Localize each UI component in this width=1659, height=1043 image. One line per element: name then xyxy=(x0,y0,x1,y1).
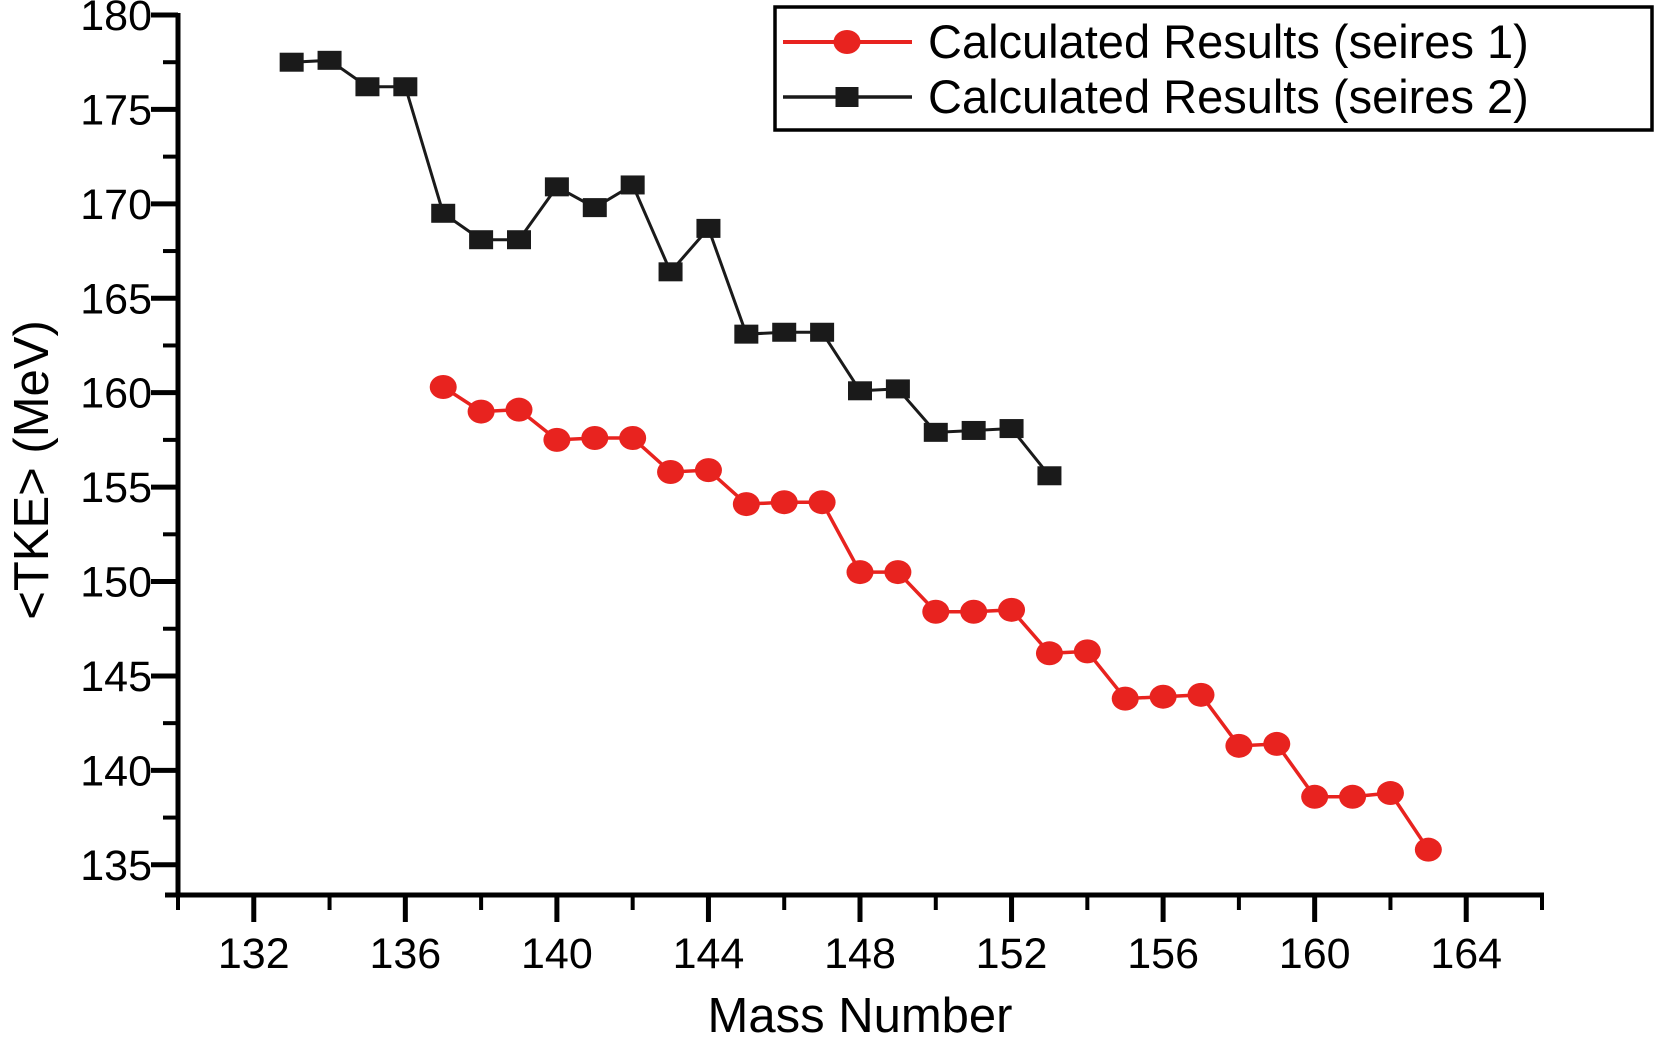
y-tick-label: 160 xyxy=(80,370,152,418)
data-point-circle xyxy=(467,399,495,424)
data-point-circle xyxy=(732,492,760,517)
legend-circle-marker-icon xyxy=(833,30,861,54)
data-point-circle xyxy=(543,427,571,452)
data-point-circle xyxy=(1376,781,1404,806)
data-point-circle xyxy=(1301,784,1329,809)
data-point-square xyxy=(431,203,456,223)
x-tick-label: 152 xyxy=(976,930,1048,978)
data-point-circle xyxy=(581,426,609,451)
legend-label-series-1: Calculated Results (seires 1) xyxy=(928,15,1529,68)
x-tick-label: 160 xyxy=(1279,930,1351,978)
data-point-square xyxy=(734,324,759,344)
data-point-circle xyxy=(694,458,722,483)
data-point-circle xyxy=(1414,837,1442,862)
data-point-circle xyxy=(1149,684,1177,709)
data-point-square xyxy=(923,422,948,442)
y-tick-label: 165 xyxy=(80,275,152,323)
y-tick-label: 175 xyxy=(80,86,152,134)
data-point-square xyxy=(1037,466,1062,486)
x-axis-title: Mass Number xyxy=(708,989,1013,1043)
data-point-square xyxy=(999,419,1024,439)
data-point-square xyxy=(696,218,721,238)
data-point-circle xyxy=(505,397,533,422)
legend: Calculated Results (seires 1) Calculated… xyxy=(773,5,1654,132)
data-point-circle xyxy=(922,599,950,624)
axis-ticks xyxy=(151,12,1544,922)
data-point-circle xyxy=(429,375,457,400)
data-point-circle xyxy=(1035,641,1063,666)
data-point-square xyxy=(885,379,910,399)
data-point-circle xyxy=(1073,639,1101,664)
data-point-circle xyxy=(846,560,874,585)
data-point-square xyxy=(279,52,304,72)
data-point-circle xyxy=(1111,686,1139,711)
data-point-circle xyxy=(619,426,647,451)
data-point-square xyxy=(317,50,342,70)
legend-entry-series-2: Calculated Results (seires 2) xyxy=(783,70,1529,123)
x-tick-label: 156 xyxy=(1127,930,1199,978)
data-point-square xyxy=(582,198,607,218)
series-2 xyxy=(279,50,1062,486)
legend-entry-series-1: Calculated Results (seires 1) xyxy=(783,15,1529,68)
y-tick-label: 140 xyxy=(80,747,152,795)
data-series xyxy=(279,50,1442,862)
data-point-circle xyxy=(884,560,912,585)
data-point-square xyxy=(848,381,872,401)
data-point-square xyxy=(544,177,569,197)
data-point-square xyxy=(810,322,835,342)
data-point-square xyxy=(961,420,986,440)
data-point-circle xyxy=(770,490,798,515)
data-point-square xyxy=(393,77,418,97)
data-point-square xyxy=(620,175,645,195)
legend-box xyxy=(773,5,1654,132)
y-tick-label: 145 xyxy=(80,653,152,701)
x-tick-label: 136 xyxy=(369,930,441,978)
data-point-circle xyxy=(657,459,685,484)
data-point-circle xyxy=(1225,733,1253,758)
data-point-square xyxy=(658,262,683,282)
y-tick-label: 155 xyxy=(80,464,152,512)
x-tick-label: 140 xyxy=(521,930,593,978)
data-point-square xyxy=(469,230,494,250)
data-point-circle xyxy=(1339,784,1367,809)
x-tick-label: 132 xyxy=(218,930,290,978)
y-tick-label: 150 xyxy=(80,559,152,607)
data-point-circle xyxy=(998,597,1026,622)
data-point-square xyxy=(772,322,797,342)
series-1 xyxy=(429,375,1442,862)
x-tick-label: 164 xyxy=(1430,930,1502,978)
y-tick-label: 180 xyxy=(80,0,152,40)
data-point-circle xyxy=(1187,682,1215,707)
axis-tick-labels: 132 136 140 144 148 152 156 160 164 135 140 145 150 1… xyxy=(80,0,1502,978)
legend-label-series-2: Calculated Results (seires 2) xyxy=(928,70,1529,123)
x-tick-label: 144 xyxy=(673,930,745,978)
data-point-square xyxy=(355,77,380,97)
y-tick-label: 135 xyxy=(80,842,152,890)
data-point-circle xyxy=(808,490,836,515)
y-tick-label: 170 xyxy=(80,181,152,229)
data-point-circle xyxy=(1263,731,1291,756)
y-axis-title: <TKE> (MeV) xyxy=(5,320,59,620)
data-point-circle xyxy=(960,599,988,624)
data-point-square xyxy=(507,230,531,250)
legend-square-marker-icon xyxy=(835,87,859,107)
x-tick-label: 148 xyxy=(824,930,896,978)
